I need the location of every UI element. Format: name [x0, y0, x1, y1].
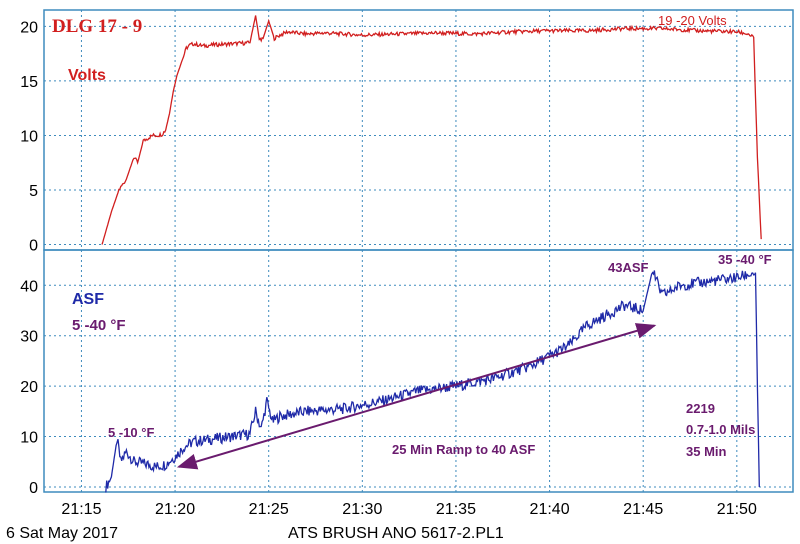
duration-label: 35 Min — [686, 444, 727, 459]
tick-labels: 21:15 21:20 21:25 21:30 21:35 21:40 21:45 21:50… — [20, 19, 757, 518]
voltage-y-tick-label: 10 — [20, 128, 38, 145]
volts-label: Volts — [68, 67, 106, 84]
chart-title: DLG 17 - 9 — [52, 16, 142, 37]
current-panel-frame — [43, 249, 794, 493]
current-y-tick-label: 20 — [20, 379, 38, 396]
temp-end-label: 35 -40 °F — [718, 252, 772, 267]
x-tick-label: 21:25 — [249, 501, 289, 518]
asf-label: ASF — [72, 291, 104, 308]
x-tick-label: 21:40 — [530, 501, 570, 518]
part-number-label: 2219 — [686, 401, 715, 416]
current-y-tick-label: 30 — [20, 329, 38, 346]
ramp-label: 25 Min Ramp to 40 ASF — [392, 442, 535, 457]
x-tick-label: 21:20 — [155, 501, 195, 518]
temp-start-label: 5 -10 °F — [108, 425, 154, 440]
x-tick-label: 21:30 — [342, 501, 382, 518]
current-y-tick-label: 10 — [20, 430, 38, 447]
voltage-y-tick-label: 20 — [20, 19, 38, 36]
peak-asf-label: 43ASF — [608, 260, 649, 275]
voltage-y-tick-label: 0 — [29, 238, 38, 255]
x-tick-label: 21:15 — [61, 501, 101, 518]
voltage-y-tick-label: 5 — [29, 183, 38, 200]
thickness-label: 0.7-1.0 Mils — [686, 422, 755, 437]
voltage-y-tick-label: 15 — [20, 74, 38, 91]
volts-range-label: 19 -20 Volts — [658, 13, 727, 28]
footer-date: 6 Sat May 2017 — [6, 525, 118, 542]
x-tick-label: 21:50 — [717, 501, 757, 518]
footer-filename: ATS BRUSH ANO 5617-2.PL1 — [288, 525, 504, 542]
x-tick-label: 21:35 — [436, 501, 476, 518]
current-y-tick-label: 40 — [20, 278, 38, 295]
x-tick-label: 21:45 — [623, 501, 663, 518]
volts-series-line — [101, 15, 762, 245]
ramp-arrow — [176, 323, 657, 470]
temp-range-label: 5 -40 °F — [72, 317, 126, 334]
current-y-tick-label: 0 — [29, 480, 38, 497]
